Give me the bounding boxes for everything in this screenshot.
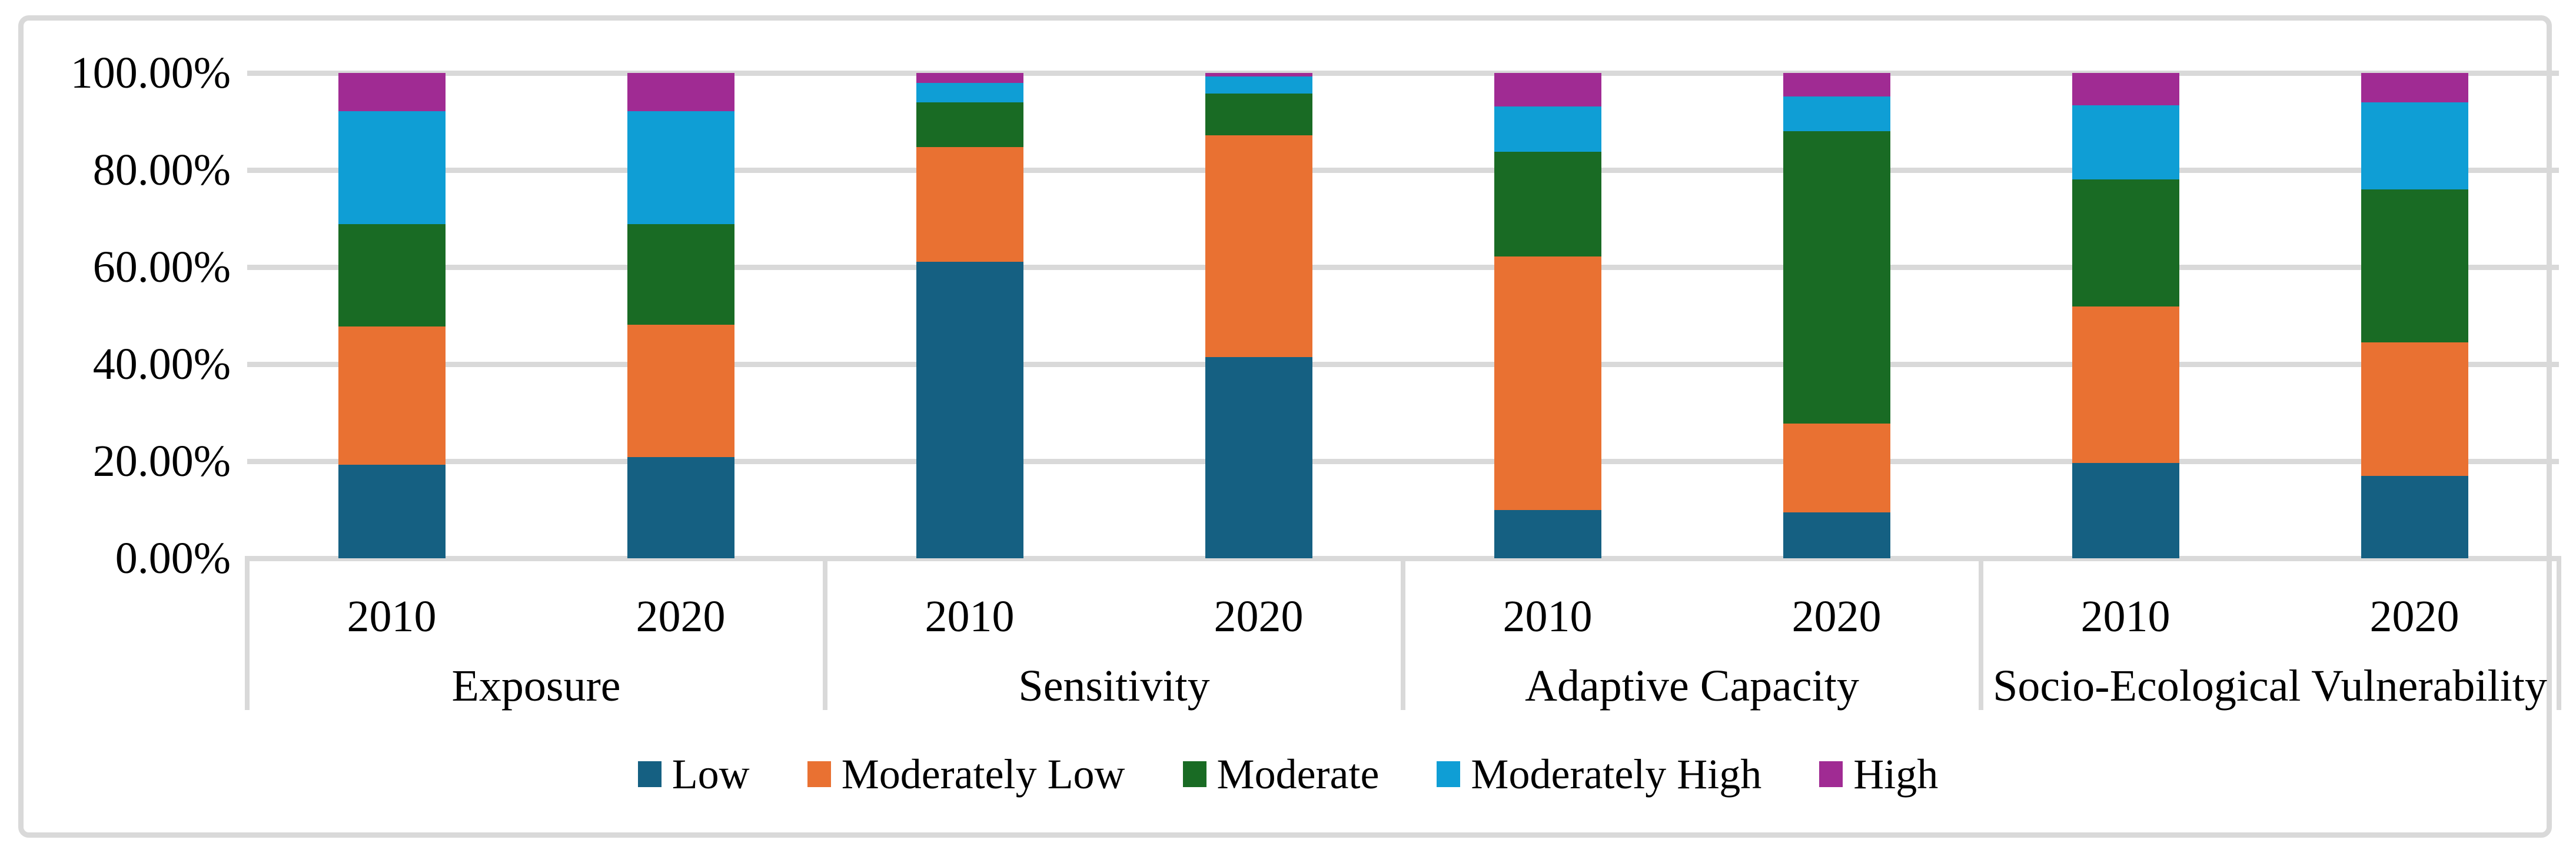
legend-item-high: High	[1819, 745, 1938, 804]
gridline	[247, 168, 2559, 173]
bar-segment-high	[916, 73, 1023, 83]
y-tick-label: 80.00%	[92, 145, 231, 195]
legend-swatch-moderately-high	[1437, 761, 1461, 787]
legend: Low Moderately Low Moderate Moderately High…	[0, 745, 2576, 804]
legend-swatch-high	[1819, 761, 1843, 787]
x-axis-group-label-exposure: Exposure	[451, 661, 621, 711]
legend-label: Low	[672, 751, 750, 798]
legend-label: Moderately Low	[841, 751, 1125, 798]
axis-group-separator	[245, 556, 250, 710]
bar-segment-low	[916, 261, 1023, 558]
legend-label: High	[1853, 751, 1939, 798]
y-tick-label: 100.00%	[70, 48, 231, 98]
x-tick-year-label: 2020	[636, 592, 726, 641]
legend-item-low: Low	[637, 745, 750, 804]
bar-segment-moderate	[916, 102, 1023, 148]
x-tick-year-label: 2010	[2080, 592, 2171, 641]
bar-segment-moderately-high	[1783, 96, 1890, 132]
axis-group-separator	[2557, 556, 2561, 710]
legend-label: Moderate	[1216, 751, 1380, 798]
y-tick-label: 40.00%	[92, 339, 231, 389]
bar-segment-low	[1783, 512, 1890, 558]
x-axis-group-label-socio-ecological-vulnerability: Socio-Ecological Vulnerability	[1993, 661, 2547, 711]
bar-segment-moderately-high	[1494, 106, 1601, 152]
axis-group-separator	[1401, 556, 1405, 710]
bar-segment-moderate	[627, 224, 734, 325]
bar-segment-moderately-high	[1205, 76, 1312, 94]
y-tick-label: 20.00%	[92, 437, 231, 486]
axis-group-separator	[1979, 556, 1983, 710]
x-tick-year-label: 2020	[1791, 592, 1882, 641]
bar-segment-high	[2361, 73, 2468, 103]
stacked-bar	[1494, 73, 1601, 558]
legend-swatch-low	[637, 761, 662, 787]
stacked-bar	[1205, 73, 1312, 558]
bar-segment-low	[1205, 357, 1312, 558]
x-tick-year-label: 2010	[1503, 592, 1593, 641]
bar-segment-moderately-high	[338, 111, 446, 225]
bar-segment-high	[338, 73, 446, 112]
bar-segment-moderate	[2361, 189, 2468, 342]
y-tick-label: 60.00%	[92, 242, 231, 292]
legend-label: Moderately High	[1471, 751, 1762, 798]
legend-swatch-moderate	[1182, 761, 1206, 787]
legend-item-moderately-low: Moderately Low	[807, 745, 1125, 804]
bar-segment-high	[627, 73, 734, 112]
bar-segment-high	[2072, 73, 2179, 106]
bar-segment-moderately-low	[1783, 423, 1890, 512]
gridline	[247, 459, 2559, 464]
gridline	[247, 362, 2559, 367]
x-tick-year-label: 2010	[347, 592, 437, 641]
stacked-bar	[2361, 73, 2468, 558]
bar-segment-moderately-low	[627, 325, 734, 458]
bar-segment-moderate	[1783, 131, 1890, 424]
bar-segment-moderately-high	[2361, 102, 2468, 189]
bar-segment-moderate	[2072, 179, 2179, 306]
legend-item-moderately-high: Moderately High	[1437, 745, 1761, 804]
legend-swatch-moderately-low	[807, 761, 831, 787]
legend-item-moderate: Moderate	[1182, 745, 1380, 804]
bar-segment-low	[1494, 510, 1601, 558]
y-tick-label: 0.00%	[115, 534, 231, 583]
bar-segment-high	[1783, 73, 1890, 96]
stacked-bar	[916, 73, 1023, 558]
bar-segment-low	[2072, 463, 2179, 558]
gridline	[247, 265, 2559, 270]
stacked-bar	[627, 73, 734, 558]
x-axis-group-label-sensitivity: Sensitivity	[1018, 661, 1210, 711]
bar-segment-moderate	[1205, 93, 1312, 136]
bar-segment-moderately-low	[338, 326, 446, 465]
x-axis-group-label-adaptive-capacity: Adaptive Capacity	[1525, 661, 1859, 711]
bar-segment-moderate	[1494, 152, 1601, 256]
stacked-bar	[338, 73, 446, 558]
bar-segment-moderately-low	[1205, 135, 1312, 358]
bar-segment-low	[338, 464, 446, 558]
bar-segment-moderately-low	[2072, 306, 2179, 464]
bar-segment-moderately-low	[916, 147, 1023, 262]
x-tick-year-label: 2020	[2369, 592, 2459, 641]
bar-segment-moderately-high	[2072, 105, 2179, 179]
stacked-bar	[1783, 73, 1890, 558]
bar-segment-moderately-low	[2361, 342, 2468, 476]
bar-segment-moderately-low	[1494, 256, 1601, 511]
axis-group-separator	[823, 556, 827, 710]
bar-segment-low	[2361, 475, 2468, 558]
bar-segment-high	[1205, 73, 1312, 76]
bar-segment-high	[1494, 73, 1601, 106]
stacked-bar	[2072, 73, 2179, 558]
bar-segment-moderately-high	[916, 82, 1023, 102]
bar-segment-low	[627, 457, 734, 558]
gridline	[247, 71, 2559, 76]
x-tick-year-label: 2020	[1214, 592, 1304, 641]
bar-segment-moderately-high	[627, 111, 734, 225]
x-tick-year-label: 2010	[925, 592, 1015, 641]
bar-segment-moderate	[338, 224, 446, 327]
